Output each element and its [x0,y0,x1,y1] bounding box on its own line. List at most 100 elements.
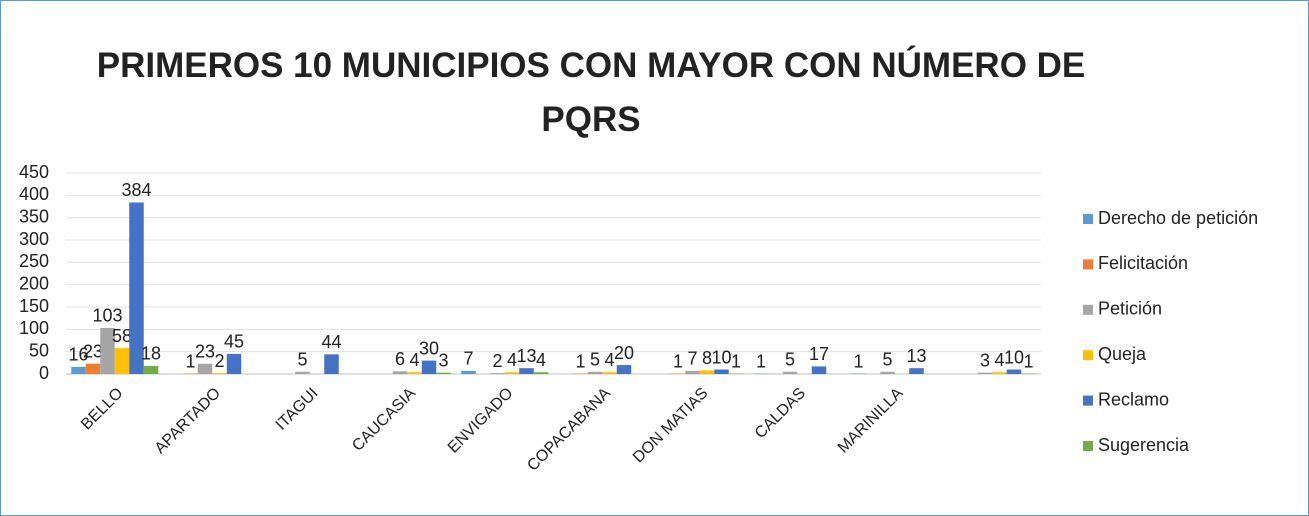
legend-label: Sugerencia [1098,435,1190,455]
bar [461,370,476,374]
bar [992,372,1007,374]
x-tick-label: COPACABANA [524,385,614,475]
data-label: 2 [214,351,224,371]
x-tick-label: ITAGUI [273,385,322,434]
data-label: 3 [438,350,448,370]
data-label: 4 [994,350,1004,370]
data-label: 1 [731,351,741,371]
data-label: 23 [83,341,103,361]
bar [699,370,715,374]
data-label: 1 [185,351,195,371]
data-label: 8 [702,348,712,368]
bar [129,202,144,374]
data-label: 1 [575,351,585,371]
data-label: 103 [92,306,122,326]
data-label: 5 [882,350,892,370]
data-label: 44 [321,332,341,352]
bar [504,372,520,374]
data-label: 6 [395,349,405,369]
y-tick-label: 200 [19,273,49,293]
bar [143,365,159,374]
legend-label: Derecho de petición [1098,208,1258,228]
legend-swatch [1083,350,1093,361]
bar [212,373,227,374]
data-label: 1 [673,351,683,371]
bar [490,373,505,374]
data-label: 1 [1023,351,1033,371]
bar [421,360,437,374]
x-tick-label: ENVIGADO [445,385,517,457]
bar [811,366,827,374]
bar [685,370,700,374]
data-label: 4 [536,350,546,370]
data-label: 7 [687,349,697,369]
y-tick-label: 350 [19,206,49,226]
legend-label: Queja [1098,344,1147,364]
bar [880,371,895,374]
bar [407,372,422,374]
data-label: 13 [516,346,536,366]
legend-label: Reclamo [1098,389,1169,409]
x-tick-label: MARINILLA [835,385,907,457]
data-label: 18 [141,344,161,364]
bar [324,354,339,374]
data-label: 10 [711,347,731,367]
bar [71,366,86,374]
data-label: 1 [853,351,863,371]
data-label: 5 [297,350,307,370]
bar [392,371,408,374]
bar [782,371,798,374]
x-tick-label: CAUCASIA [349,385,419,455]
x-tick-label: DON MATIAS [630,385,712,467]
y-tick-label: 100 [19,318,49,338]
data-label: 7 [463,349,473,369]
bar [436,372,451,374]
y-tick-label: 250 [19,251,49,271]
bar [714,369,729,374]
bar [100,327,115,374]
bar [197,363,213,374]
legend-label: Felicitación [1098,253,1188,273]
x-tick-label: BELLO [78,385,127,434]
data-label: 20 [614,343,634,363]
y-tick-label: 450 [19,162,49,182]
bar [519,368,534,374]
legend-swatch [1083,214,1093,224]
bar [295,371,310,374]
legend-swatch [1083,259,1093,270]
legend-swatch [1083,395,1093,406]
data-label: 1 [756,351,766,371]
data-label: 30 [419,338,439,358]
data-label: 384 [121,180,151,200]
data-label: 5 [785,350,795,370]
legend-swatch [1083,441,1093,451]
x-tick-label: APARTADO [152,385,224,457]
bar [533,372,549,374]
bar [114,348,130,374]
bar [587,371,603,374]
data-label: 4 [507,350,517,370]
data-label: 4 [409,350,419,370]
data-label: 17 [809,344,829,364]
legend-swatch [1083,304,1093,315]
bar [226,353,242,374]
legend-label: Petición [1098,299,1162,319]
bar [85,363,101,374]
y-tick-label: 300 [19,229,49,249]
chart-title: PRIMEROS 10 MUNICIPIOS CON MAYOR CON NÚM… [96,46,1086,139]
data-label: 13 [906,346,926,366]
data-label: 45 [224,332,244,352]
bar [616,365,632,374]
data-label: 58 [112,326,132,346]
bar [602,372,617,374]
bar [909,368,924,374]
y-tick-label: 150 [19,296,49,316]
x-tick-label: CALDAS [752,385,809,442]
data-label: 10 [1004,347,1024,367]
data-label: 4 [604,350,614,370]
data-label: 3 [980,350,990,370]
data-label: 16 [68,345,88,365]
data-label: 5 [590,350,600,370]
